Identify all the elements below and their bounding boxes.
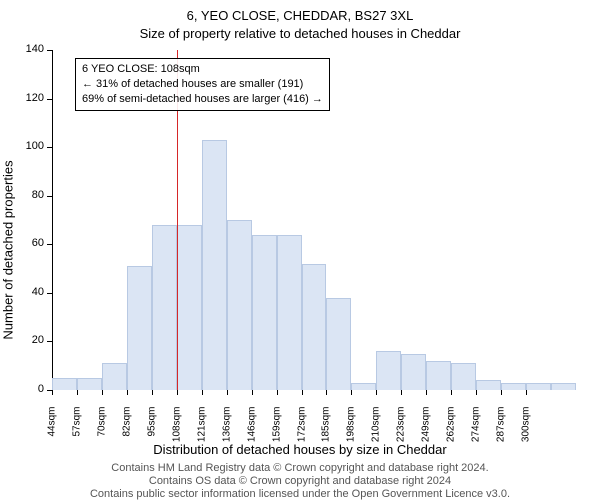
x-tick-label: 82sqm xyxy=(121,407,132,467)
histogram-bar xyxy=(501,383,526,390)
chart-title-line1: 6, YEO CLOSE, CHEDDAR, BS27 3XL xyxy=(0,8,600,23)
y-tick xyxy=(47,244,52,245)
histogram-bar xyxy=(227,220,252,390)
x-tick xyxy=(476,390,477,395)
y-axis-label: Number of detached properties xyxy=(1,160,16,339)
x-tick xyxy=(302,390,303,395)
y-tick xyxy=(47,196,52,197)
x-tick xyxy=(252,390,253,395)
x-tick xyxy=(127,390,128,395)
x-tick-label: 262sqm xyxy=(446,407,457,467)
x-tick xyxy=(501,390,502,395)
x-tick-label: 274sqm xyxy=(471,407,482,467)
x-tick-label: 198sqm xyxy=(346,407,357,467)
y-tick-label: 40 xyxy=(14,286,44,298)
x-tick xyxy=(52,390,53,395)
y-tick-label: 0 xyxy=(14,383,44,395)
x-tick xyxy=(376,390,377,395)
x-tick-label: 95sqm xyxy=(146,407,157,467)
histogram-bar xyxy=(302,264,327,390)
y-tick-label: 140 xyxy=(14,43,44,55)
y-tick xyxy=(47,147,52,148)
chart-title-line2: Size of property relative to detached ho… xyxy=(0,26,600,41)
x-tick-label: 136sqm xyxy=(221,407,232,467)
histogram-bar xyxy=(401,354,426,390)
x-tick xyxy=(152,390,153,395)
y-tick xyxy=(47,341,52,342)
histogram-bar xyxy=(152,225,177,390)
y-tick xyxy=(47,293,52,294)
x-tick-label: 185sqm xyxy=(321,407,332,467)
x-tick xyxy=(277,390,278,395)
y-tick xyxy=(47,50,52,51)
x-tick xyxy=(326,390,327,395)
x-tick-label: 223sqm xyxy=(396,407,407,467)
histogram-bar xyxy=(351,383,376,390)
footer-line3: Contains public sector information licen… xyxy=(0,488,600,500)
x-tick-label: 287sqm xyxy=(496,407,507,467)
histogram-bar xyxy=(252,235,277,390)
x-tick xyxy=(177,390,178,395)
histogram-bar xyxy=(202,140,227,390)
x-tick-label: 249sqm xyxy=(421,407,432,467)
x-tick xyxy=(77,390,78,395)
x-tick-label: 121sqm xyxy=(196,407,207,467)
histogram-bar xyxy=(127,266,152,390)
x-tick-label: 108sqm xyxy=(171,407,182,467)
histogram-bar xyxy=(551,383,576,390)
histogram-bar xyxy=(376,351,401,390)
y-tick-label: 100 xyxy=(14,140,44,152)
x-tick xyxy=(451,390,452,395)
x-tick xyxy=(102,390,103,395)
annotation-line1: 6 YEO CLOSE: 108sqm xyxy=(82,62,323,77)
x-tick-label: 70sqm xyxy=(96,407,107,467)
histogram-bar xyxy=(326,298,351,390)
y-tick xyxy=(47,99,52,100)
y-axis-line xyxy=(52,50,53,390)
annotation-line2: ← 31% of detached houses are smaller (19… xyxy=(82,77,323,92)
x-tick xyxy=(426,390,427,395)
x-tick xyxy=(401,390,402,395)
histogram-bar xyxy=(426,361,451,390)
histogram-bar xyxy=(451,363,476,390)
x-tick xyxy=(202,390,203,395)
x-tick-label: 210sqm xyxy=(371,407,382,467)
y-tick-label: 20 xyxy=(14,334,44,346)
histogram-bar xyxy=(526,383,551,390)
x-axis-label: Distribution of detached houses by size … xyxy=(0,442,600,457)
x-tick xyxy=(526,390,527,395)
histogram-bar xyxy=(52,378,77,390)
histogram-bar xyxy=(102,363,127,390)
histogram-bar xyxy=(177,225,202,390)
histogram-bar xyxy=(476,380,501,390)
y-tick-label: 120 xyxy=(14,92,44,104)
y-tick-label: 80 xyxy=(14,189,44,201)
x-tick xyxy=(351,390,352,395)
x-tick-label: 159sqm xyxy=(271,407,282,467)
histogram-bar xyxy=(77,378,102,390)
x-tick-label: 172sqm xyxy=(296,407,307,467)
x-tick-label: 57sqm xyxy=(71,407,82,467)
annotation-line3: 69% of semi-detached houses are larger (… xyxy=(82,92,323,107)
y-tick-label: 60 xyxy=(14,237,44,249)
x-tick-label: 146sqm xyxy=(246,407,257,467)
footer-line2: Contains OS data © Crown copyright and d… xyxy=(0,475,600,487)
x-tick-label: 44sqm xyxy=(47,407,58,467)
x-tick xyxy=(227,390,228,395)
x-tick-label: 300sqm xyxy=(521,407,532,467)
histogram-bar xyxy=(277,235,302,390)
annotation-box: 6 YEO CLOSE: 108sqm ← 31% of detached ho… xyxy=(75,58,330,111)
footer-line1: Contains HM Land Registry data © Crown c… xyxy=(0,462,600,474)
